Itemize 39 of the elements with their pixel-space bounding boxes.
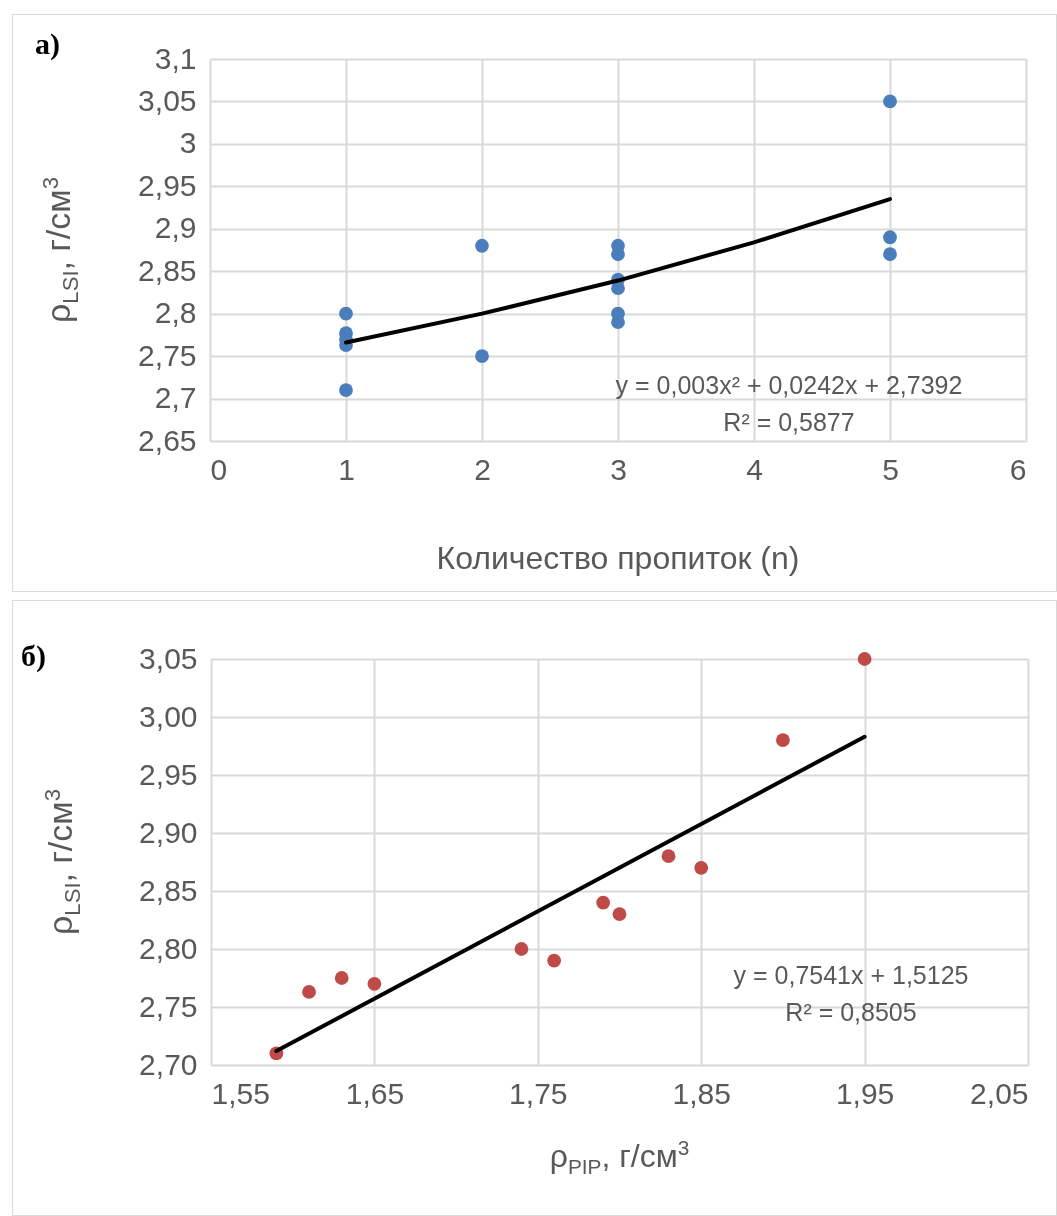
x-tick-label: 1,55 (211, 1076, 270, 1110)
x-axis-title: Количество пропиток (n) (436, 540, 800, 577)
y-tick-label: 2,95 (138, 168, 197, 202)
y-tick-label: 3,00 (139, 699, 198, 733)
annotation: y = 0,003x² + 0,0242x + 2,7392 (615, 371, 963, 400)
y-tick-label: 3,05 (138, 83, 197, 117)
annotation: R² = 0,8505 (785, 998, 917, 1027)
y-tick-label: 2,80 (139, 931, 198, 965)
y-tick-label: 2,95 (139, 757, 198, 791)
x-tick-label: 1,95 (835, 1076, 895, 1110)
x-tick-label: 2 (474, 452, 491, 486)
y-tick-label: 2,85 (138, 253, 197, 287)
y-tick-label: 2,75 (138, 338, 197, 372)
x-tick-label: 5 (882, 452, 899, 486)
x-tick-label: 2,05 (970, 1076, 1029, 1110)
y-tick-label: 2,85 (139, 873, 198, 907)
annotation: y = 0,7541x + 1,5125 (733, 961, 969, 990)
x-tick-label: 1 (338, 452, 355, 486)
x-tick-label: 1,85 (672, 1076, 731, 1110)
y-tick-label: 3,1 (154, 41, 197, 75)
y-tick-label: 3 (179, 126, 197, 160)
chart-title: б) (21, 639, 46, 673)
y-tick-label: 2,65 (138, 423, 197, 457)
x-tick-label: 4 (746, 452, 763, 486)
y-tick-label: 2,7 (154, 381, 197, 415)
y-tick-label: 2,75 (139, 989, 198, 1023)
y-tick-label: 2,9 (154, 211, 197, 245)
y-tick-label: 2,70 (139, 1047, 198, 1081)
x-tick-label: 6 (1009, 452, 1027, 486)
chart-title: а) (35, 27, 60, 61)
x-tick-label: 3 (610, 452, 627, 486)
x-axis-title: ρ$_{PIP}$, г/см$^{3}$ (549, 1136, 690, 1180)
y-tick-label: 2,8 (154, 296, 197, 330)
x-tick-label: 1,75 (509, 1076, 568, 1110)
x-tick-label: 1,65 (345, 1076, 405, 1110)
y-tick-label: 3,05 (139, 641, 198, 675)
x-tick-label: 0 (210, 452, 228, 486)
annotation: R² = 0,5877 (723, 408, 855, 437)
y-tick-label: 2,90 (139, 815, 198, 849)
